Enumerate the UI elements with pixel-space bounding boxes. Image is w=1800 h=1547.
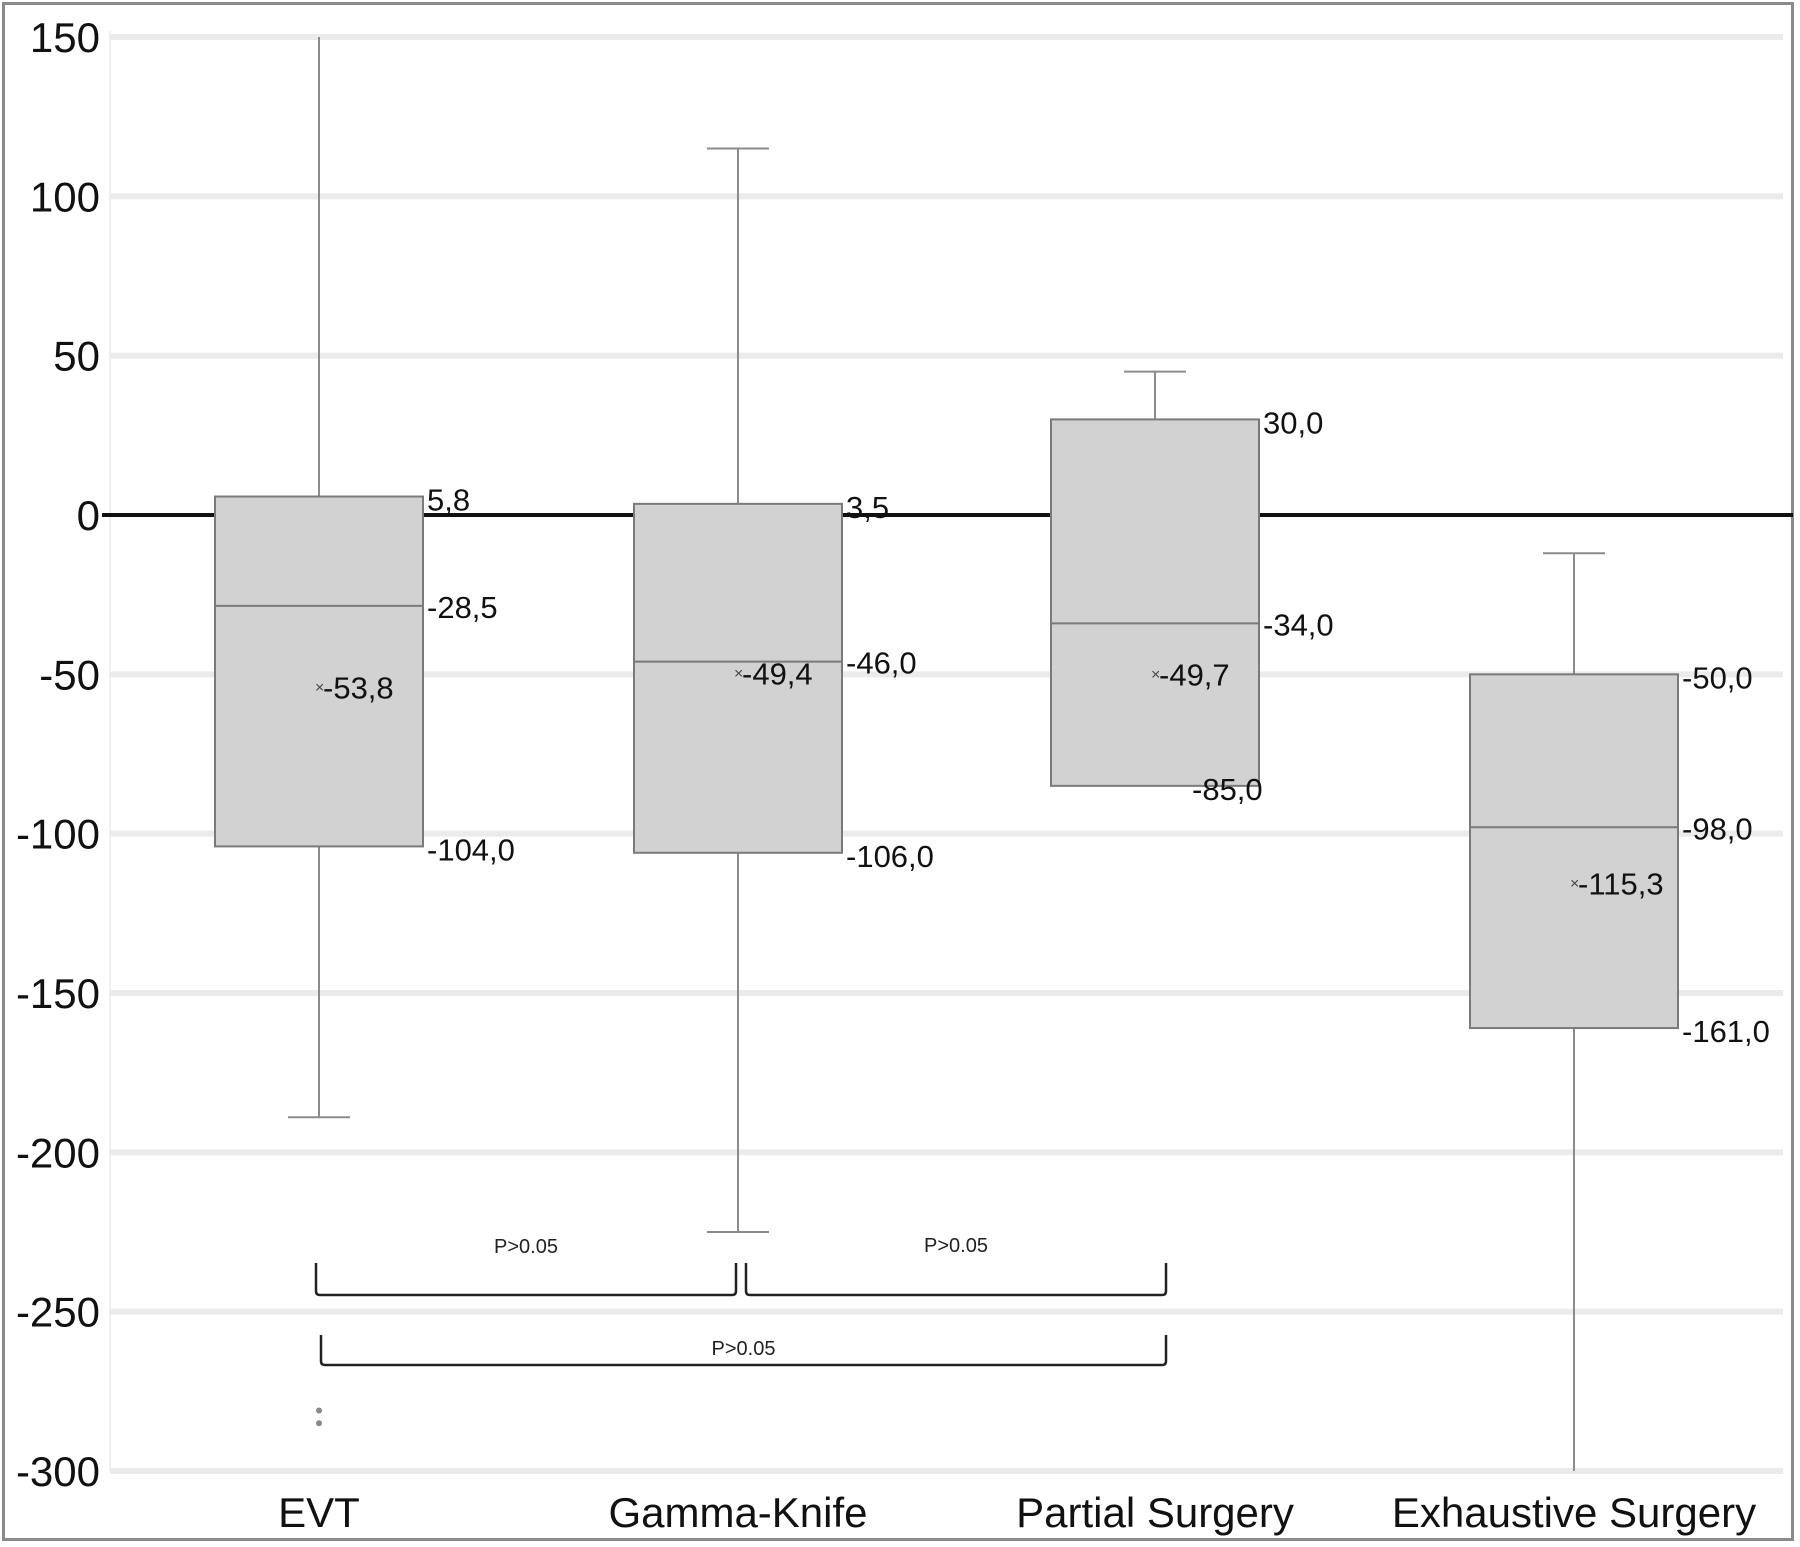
- y-axis-ticks: 150 100 50 0 -50 -100 -150 -200 -250 -300: [16, 14, 100, 1495]
- q1-label: -104,0: [427, 832, 515, 867]
- p-value-label: P>0.05: [924, 1235, 988, 1257]
- q1-label: -161,0: [1682, 1014, 1770, 1049]
- bracket-line: [744, 1263, 1168, 1297]
- x-category-label: Exhaustive Surgery: [1392, 1489, 1756, 1536]
- iqr-box: [214, 495, 424, 848]
- q3-label: 3,5: [846, 490, 889, 525]
- iqr-box: [1469, 673, 1679, 1030]
- q3-label: 5,8: [427, 483, 470, 518]
- y-tick-label: -50: [39, 651, 100, 698]
- x-category-label: Partial Surgery: [1016, 1489, 1294, 1536]
- iqr-box: [633, 502, 843, 854]
- significance-bracket: P>0.05: [314, 1236, 738, 1297]
- median-label: -98,0: [1682, 811, 1753, 846]
- data-labels: 5,8 -28,5 -53,8 -104,0 3,5 -46,0 -49,4 -106,0 30…: [323, 405, 1770, 1049]
- y-tick-label: 0: [77, 492, 100, 539]
- y-tick-label: 100: [30, 173, 100, 220]
- median-label: -28,5: [427, 590, 498, 625]
- p-value-label: P>0.05: [712, 1338, 776, 1360]
- y-tick-label: -200: [16, 1129, 100, 1176]
- significance-bracket: P>0.05: [744, 1235, 1168, 1297]
- mean-label: -115,3: [1578, 866, 1664, 901]
- median-label: -46,0: [846, 646, 917, 681]
- box-exhaustive-surgery: ×: [1469, 552, 1679, 1471]
- mean-label: -49,4: [742, 656, 813, 691]
- x-category-label: Gamma-Knife: [608, 1489, 867, 1536]
- mean-marker: ×: [1570, 875, 1579, 892]
- mean-marker: ×: [315, 679, 324, 696]
- bracket-line: [319, 1335, 1168, 1367]
- mean-label: -53,8: [323, 670, 394, 705]
- significance-brackets: P>0.05 P>0.05 P>0.05: [314, 1235, 1168, 1367]
- box-partial-surgery: ×: [1050, 370, 1260, 787]
- outlier-point: [316, 1420, 322, 1427]
- q3-label: -50,0: [1682, 660, 1753, 695]
- q1-label: -85,0: [1192, 772, 1263, 807]
- y-tick-label: 50: [53, 333, 100, 380]
- x-axis-categories: EVT Gamma-Knife Partial Surgery Exhaustive …: [278, 1489, 1756, 1536]
- y-tick-label: -100: [16, 811, 100, 858]
- significance-bracket: P>0.05: [319, 1335, 1168, 1367]
- iqr-box: [1050, 418, 1260, 787]
- y-tick-label: 150: [30, 14, 100, 61]
- box-gamma-knife: ×: [633, 147, 843, 1233]
- mean-label: -49,7: [1159, 657, 1230, 692]
- mean-marker: ×: [1151, 666, 1160, 683]
- y-tick-label: -150: [16, 970, 100, 1017]
- median-label: -34,0: [1263, 607, 1334, 642]
- q1-label: -106,0: [846, 839, 934, 874]
- y-tick-label: -300: [16, 1448, 100, 1495]
- bracket-line: [314, 1263, 738, 1297]
- box-evt: ×: [214, 37, 424, 1427]
- p-value-label: P>0.05: [494, 1236, 558, 1258]
- y-tick-label: -250: [16, 1289, 100, 1336]
- q3-label: 30,0: [1263, 405, 1323, 440]
- boxes: × × × ×: [214, 37, 1679, 1471]
- x-category-label: EVT: [278, 1489, 360, 1536]
- mean-marker: ×: [734, 665, 743, 682]
- outlier-point: [316, 1407, 322, 1414]
